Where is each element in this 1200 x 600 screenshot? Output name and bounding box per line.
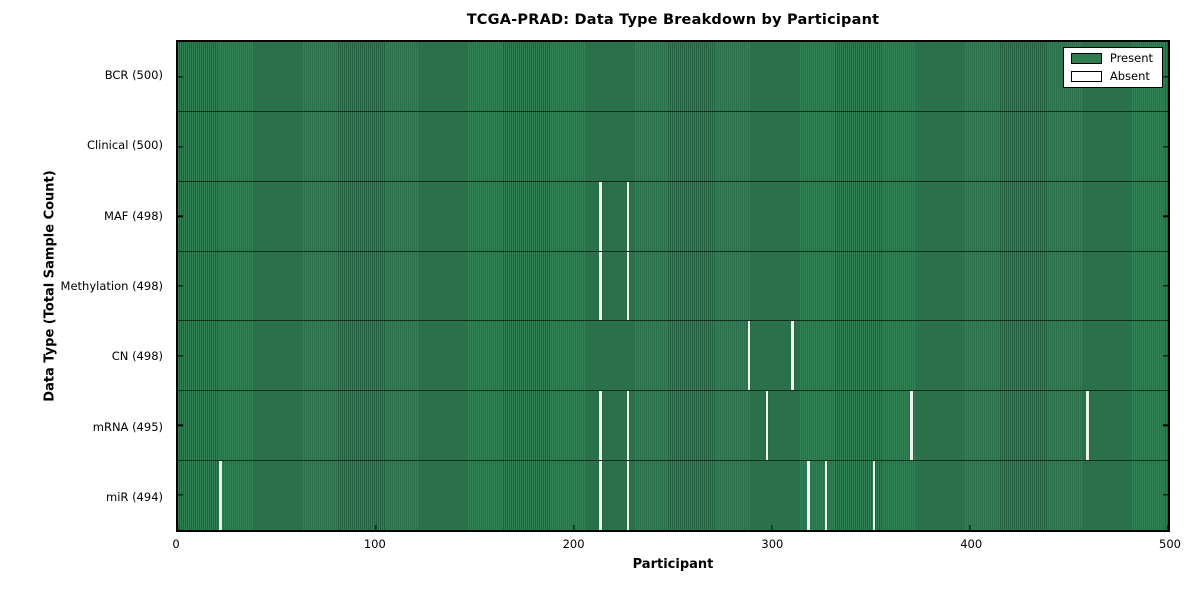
chart-title: TCGA-PRAD: Data Type Breakdown by Partic… (466, 12, 880, 28)
absent-gap (627, 461, 630, 531)
y-tick-mark (178, 355, 183, 357)
y-tick-mark (1163, 215, 1168, 217)
y-tick-mark (178, 285, 183, 287)
x-axis-label: Participant (632, 557, 714, 572)
x-tick-label: 400 (960, 537, 983, 551)
x-tick-mark (573, 525, 575, 530)
y-tick-mark (178, 424, 183, 427)
legend-swatch-absent (1070, 70, 1102, 82)
data-row-mrna (178, 391, 1168, 462)
y-tick-mark (178, 145, 183, 148)
y-tick-mark (178, 215, 183, 217)
data-row-maf (178, 181, 1168, 252)
data-row-methylation (178, 251, 1168, 322)
y-tick-mark (178, 494, 183, 496)
legend-entry: Present (1070, 51, 1153, 65)
x-tick-label: 300 (761, 537, 784, 551)
absent-gap (910, 391, 913, 461)
legend-entry: Absent (1070, 68, 1153, 83)
legend: Present Absent (1062, 47, 1163, 88)
legend-label: Absent (1109, 68, 1150, 83)
y-tick-label: mRNA (495) (92, 419, 163, 434)
x-tick-mark (177, 525, 179, 530)
y-tick-mark (1163, 76, 1168, 78)
absent-gap (791, 321, 794, 391)
absent-gap (765, 391, 769, 461)
legend-swatch-present (1070, 53, 1102, 65)
absent-gap (219, 461, 222, 531)
plot-area: Present Absent (176, 40, 1170, 532)
x-tick-label: 0 (172, 537, 180, 551)
y-tick-mark (1163, 424, 1168, 427)
y-tick-label: BCR (500) (104, 68, 163, 83)
absent-gap (825, 461, 828, 531)
y-tick-mark (1163, 285, 1168, 287)
x-axis-tick-labels: 0 100 200 300 400 500 (172, 537, 1181, 553)
y-tick-label: Methylation (498) (60, 279, 163, 293)
absent-gap (1086, 391, 1089, 461)
absent-gap (747, 321, 751, 391)
x-tick-label: 100 (363, 537, 386, 551)
absent-gap (599, 461, 602, 531)
y-tick-mark (1163, 145, 1168, 148)
x-tick-mark (771, 525, 773, 530)
x-tick-mark (1167, 525, 1169, 530)
heatmap-rows (178, 42, 1168, 531)
data-row-bcr (178, 42, 1168, 112)
absent-gap (599, 391, 602, 461)
data-row-clinical (178, 111, 1168, 182)
y-tick-mark (178, 76, 183, 78)
x-tick-label: 200 (562, 537, 585, 551)
absent-gap (807, 461, 810, 531)
data-row-mir (178, 461, 1168, 531)
y-tick-label: miR (494) (106, 489, 163, 504)
absent-gap (627, 391, 630, 461)
y-tick-label: CN (498) (111, 349, 163, 364)
absent-gap (599, 251, 602, 321)
y-tick-mark (1163, 494, 1168, 496)
data-row-cn (178, 321, 1168, 392)
y-tick-label: MAF (498) (104, 208, 163, 223)
x-tick-mark (969, 525, 971, 530)
legend-label: Present (1109, 51, 1153, 65)
y-tick-mark (1163, 355, 1168, 357)
absent-gap (627, 251, 630, 321)
y-tick-label: Clinical (500) (86, 138, 163, 153)
absent-gap (599, 181, 602, 251)
x-tick-mark (375, 525, 377, 530)
absent-gap (627, 181, 630, 251)
absent-gap (872, 461, 875, 531)
x-tick-label: 500 (1159, 537, 1181, 551)
y-axis-tick-labels: BCR (500) Clinical (500) MAF (498) Methylat… (0, 40, 169, 532)
